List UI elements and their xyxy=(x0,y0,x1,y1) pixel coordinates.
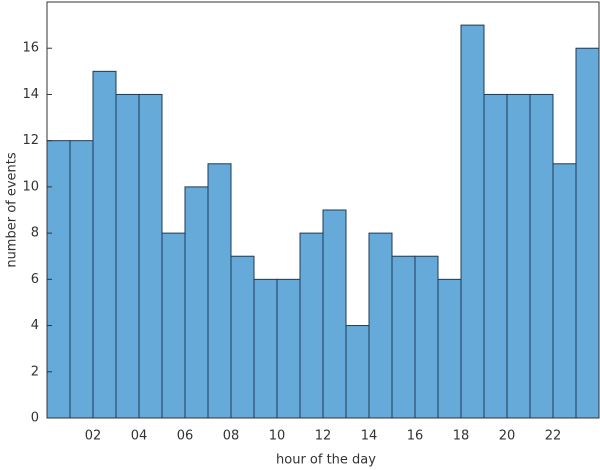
bar xyxy=(276,278,301,419)
bar xyxy=(138,93,163,419)
bar xyxy=(299,232,324,419)
y-tick-label: 16 xyxy=(22,41,39,56)
bar xyxy=(414,255,439,419)
x-tick-label: 22 xyxy=(545,429,562,444)
y-tick-label: 12 xyxy=(22,133,39,148)
y-tick-label: 0 xyxy=(31,411,39,426)
x-tick-label: 18 xyxy=(453,429,470,444)
x-tick-label: 08 xyxy=(223,429,240,444)
bar xyxy=(506,93,531,419)
bar xyxy=(368,232,393,419)
bar xyxy=(184,186,209,419)
bar xyxy=(391,255,416,419)
bar xyxy=(345,325,370,419)
bar xyxy=(437,278,462,419)
bar xyxy=(207,163,232,419)
bar xyxy=(322,209,347,419)
x-axis-label: hour of the day xyxy=(276,453,376,468)
x-tick-label: 10 xyxy=(269,429,286,444)
x-tick-label: 20 xyxy=(499,429,516,444)
x-tick-label: 04 xyxy=(131,429,148,444)
bar xyxy=(460,24,485,419)
y-axis-label: number of events xyxy=(5,152,20,268)
bar xyxy=(161,232,186,419)
bar xyxy=(575,47,600,419)
y-tick-label: 14 xyxy=(22,87,39,102)
y-tick-label: 10 xyxy=(22,179,39,194)
x-tick-label: 16 xyxy=(407,429,424,444)
bar xyxy=(115,93,140,419)
bar xyxy=(230,255,255,419)
bar xyxy=(552,163,577,419)
y-tick-label: 2 xyxy=(31,364,39,379)
bar xyxy=(253,278,278,419)
x-tick-label: 14 xyxy=(361,429,378,444)
x-tick-label: 06 xyxy=(177,429,194,444)
y-tick-label: 6 xyxy=(31,272,39,287)
bar xyxy=(483,93,508,419)
x-tick-label: 12 xyxy=(315,429,332,444)
y-tick-label: 4 xyxy=(31,318,39,333)
bar xyxy=(529,93,554,419)
bar xyxy=(92,70,117,419)
y-tick-label: 8 xyxy=(31,226,39,241)
x-tick-label: 02 xyxy=(85,429,102,444)
bar xyxy=(69,140,94,419)
